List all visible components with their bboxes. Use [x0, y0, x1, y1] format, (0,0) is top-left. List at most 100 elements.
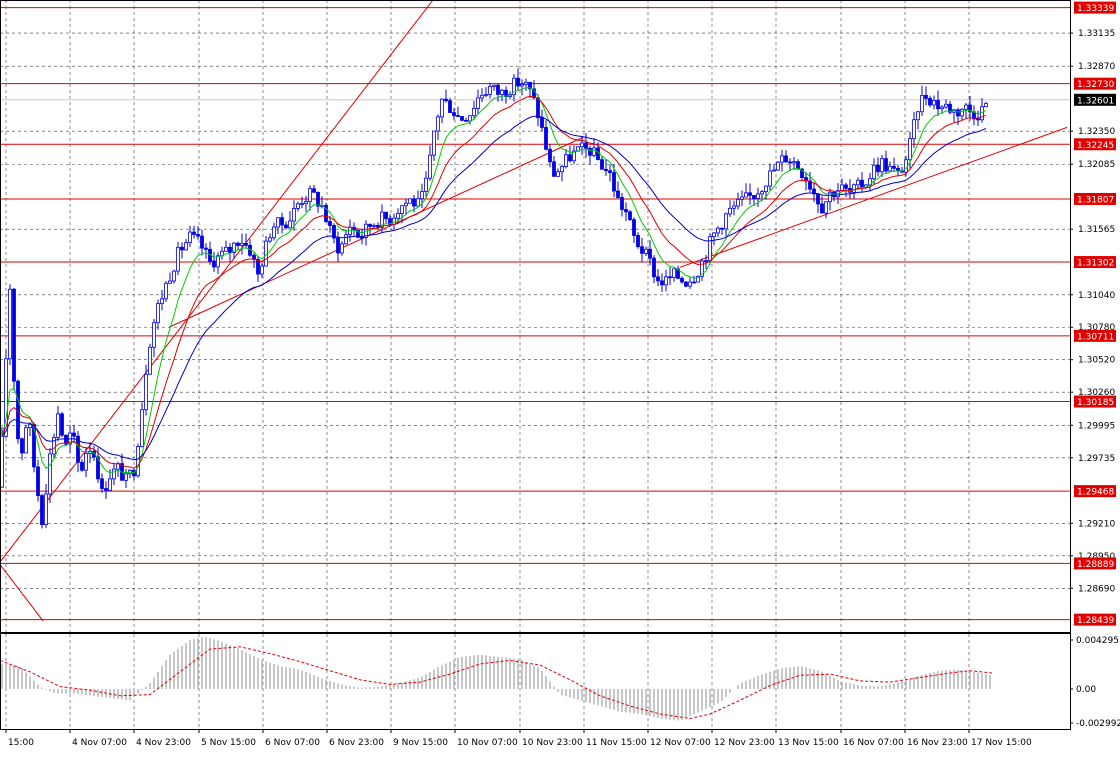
price-tick-label-3: 1.32085: [1078, 160, 1115, 170]
candle-body: [632, 219, 636, 236]
time-label-10: 12 Nov 07:00: [650, 738, 711, 748]
candle-body: [672, 268, 676, 278]
time-label-4: 6 Nov 07:00: [265, 738, 320, 748]
candle-body: [600, 159, 604, 170]
price-tick-label-6: 1.30780: [1078, 323, 1115, 333]
osc-tick-label-0: 0.004295: [1076, 636, 1119, 646]
candle-body: [376, 225, 380, 228]
candle-body: [204, 247, 208, 250]
level-label-bg-8: [1074, 557, 1116, 570]
candle-body: [960, 108, 964, 117]
candle-body: [448, 100, 452, 113]
candle-body: [56, 413, 60, 438]
candle-body: [236, 242, 240, 246]
level-label-3: 1.31807: [1077, 195, 1114, 205]
candle-body: [624, 209, 628, 213]
level-label-5: 1.30711: [1077, 332, 1114, 342]
candle-body: [288, 220, 292, 229]
candle-body: [384, 211, 388, 220]
candle-body: [400, 205, 404, 215]
candle-body: [696, 275, 700, 283]
candle-body: [492, 84, 496, 87]
time-label-3: 5 Nov 15:00: [201, 738, 256, 748]
time-label-15: 17 Nov 15:00: [971, 738, 1032, 748]
candle-body: [516, 77, 520, 87]
price-tick-label-9: 1.29995: [1078, 421, 1115, 431]
candle-body: [616, 190, 620, 198]
candle-body: [412, 198, 416, 207]
candle-body: [4, 358, 8, 437]
level-label-6: 1.30185: [1077, 398, 1114, 408]
price-tick-label-5: 1.31040: [1078, 291, 1115, 301]
candle-body: [764, 185, 768, 193]
candle-body: [532, 88, 536, 99]
candle-body: [800, 168, 804, 178]
candle-body: [844, 184, 848, 189]
candle-body: [40, 495, 44, 525]
candle-body: [648, 248, 652, 259]
candle-body: [404, 202, 408, 207]
candle-body: [160, 298, 164, 305]
candle-body: [544, 127, 548, 150]
time-label-2: 4 Nov 23:00: [136, 738, 191, 748]
candle-body: [668, 276, 672, 279]
candle-body: [152, 322, 156, 348]
level-label-bg-2: [1074, 138, 1116, 151]
candle-body: [760, 191, 764, 195]
horizontal-levels: [0, 7, 1070, 621]
level-label-9: 1.28439: [1077, 616, 1114, 626]
candle-body: [124, 473, 128, 481]
candle-body: [560, 166, 564, 173]
candle-body: [80, 461, 84, 471]
candle-body: [880, 158, 884, 173]
candle-body: [36, 466, 40, 496]
candle-body: [416, 198, 420, 207]
level-label-bg-0: [1074, 1, 1116, 14]
trendline-0: [0, 564, 44, 622]
candle-body: [428, 154, 432, 179]
time-label-1: 4 Nov 07:00: [72, 738, 127, 748]
candle-body: [96, 456, 100, 480]
candle-body: [260, 265, 264, 275]
candle-body: [916, 111, 920, 121]
candle-body: [84, 453, 88, 471]
candle-body: [636, 235, 640, 248]
candle-body: [956, 109, 960, 117]
candle-body: [8, 288, 12, 360]
ma-mid-line: [1, 95, 987, 469]
candle-body: [944, 103, 948, 108]
candle-body: [296, 203, 300, 209]
candle-body: [704, 260, 708, 262]
candle-body: [328, 221, 332, 226]
candle-body: [720, 227, 724, 230]
candle-body: [496, 84, 500, 95]
price-tick-label-13: 1.28690: [1078, 584, 1115, 594]
candle-body: [184, 242, 188, 251]
candle-body: [964, 104, 968, 110]
candle-body: [192, 231, 196, 235]
candle-body: [188, 231, 192, 244]
candle-body: [928, 98, 932, 106]
level-label-7: 1.29468: [1077, 488, 1114, 498]
candle-body: [136, 446, 140, 477]
time-label-12: 13 Nov 15:00: [778, 738, 839, 748]
candle-body: [72, 432, 76, 437]
candle-body: [908, 138, 912, 161]
price-tick-label-2: 1.32350: [1078, 127, 1115, 137]
level-label-4: 1.31302: [1077, 259, 1114, 269]
candle-body: [856, 179, 860, 186]
candle-body: [564, 154, 568, 167]
candle-body: [436, 116, 440, 132]
candle-body: [424, 177, 428, 192]
candle-body: [388, 218, 392, 225]
candle-body: [180, 246, 184, 251]
candle-body: [232, 242, 236, 253]
level-label-8: 1.28889: [1077, 560, 1114, 570]
candle-body: [604, 168, 608, 172]
candle-body: [460, 116, 464, 121]
candle-body: [780, 155, 784, 163]
candle-body: [840, 184, 844, 192]
candle-body: [572, 150, 576, 162]
